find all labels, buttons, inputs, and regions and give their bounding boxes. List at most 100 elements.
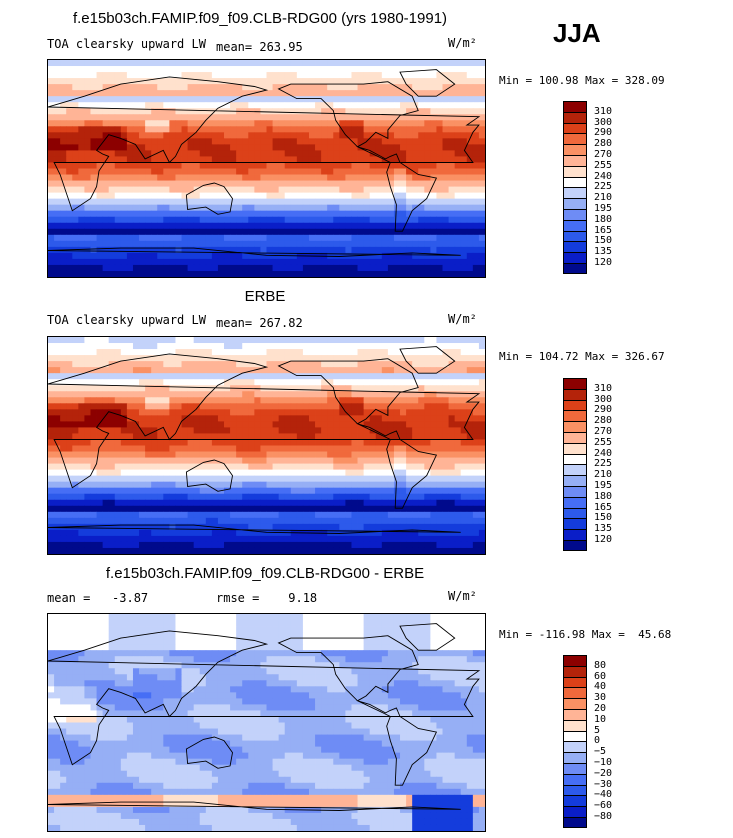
- map-cell: [248, 252, 255, 260]
- map-cell: [120, 397, 128, 404]
- map-cell: [393, 421, 401, 428]
- map-cell: [266, 505, 273, 513]
- map-cell: [48, 126, 55, 133]
- map-cell: [430, 367, 437, 374]
- map-cell: [478, 150, 485, 157]
- map-cell: [400, 96, 407, 103]
- map-cell: [199, 367, 207, 374]
- map-cell: [145, 373, 152, 380]
- map-cell: [308, 379, 316, 386]
- map-cell: [90, 385, 97, 392]
- map-cell: [393, 144, 401, 151]
- map-cell: [108, 270, 116, 277]
- map-cell: [302, 433, 310, 440]
- map-cell: [236, 391, 243, 398]
- map-cell: [302, 96, 310, 103]
- map-cell: [321, 270, 328, 277]
- map-cell: [78, 162, 85, 169]
- map-cell: [272, 517, 280, 525]
- map-cell: [102, 403, 110, 410]
- map-cell: [108, 72, 116, 79]
- map-cell: [132, 439, 140, 446]
- map-cell: [139, 367, 146, 374]
- map-cell: [187, 361, 195, 368]
- map-cell: [321, 445, 328, 452]
- map-cell: [126, 168, 134, 175]
- map-cell: [424, 66, 431, 73]
- map-cell: [120, 120, 128, 127]
- map-cell: [181, 228, 188, 236]
- map-cell: [205, 60, 213, 67]
- map-cell: [248, 337, 255, 344]
- map-cell: [90, 337, 97, 344]
- map-cell: [114, 487, 122, 495]
- map-cell: [381, 511, 389, 519]
- map-cell: [315, 397, 322, 404]
- map-cell: [157, 246, 164, 254]
- map-cell: [66, 463, 73, 471]
- map-cell: [114, 499, 122, 507]
- map-cell: [78, 433, 85, 440]
- map-cell: [181, 174, 188, 181]
- map-cell: [296, 385, 304, 392]
- map-cell: [217, 132, 225, 139]
- map-cell: [418, 120, 425, 127]
- map-cell: [169, 234, 176, 242]
- map-cell: [108, 258, 116, 266]
- map-cell: [308, 258, 316, 266]
- map-cell: [321, 210, 328, 218]
- map-cell: [412, 216, 419, 224]
- map-cell: [272, 258, 280, 266]
- map-cell: [290, 144, 298, 151]
- map-cell: [327, 228, 334, 236]
- map-cell: [387, 361, 395, 368]
- map-cell: [448, 337, 456, 344]
- map-cell: [260, 337, 267, 344]
- map-cell: [430, 132, 437, 139]
- map-cell: [60, 174, 67, 181]
- map-cell: [339, 174, 346, 181]
- map-cell: [472, 337, 480, 344]
- map-cell: [48, 198, 55, 206]
- map-cell: [54, 403, 61, 410]
- map-cell: [412, 391, 419, 398]
- map-cell: [430, 222, 437, 230]
- map-cell: [400, 355, 407, 362]
- map-cell: [351, 487, 358, 495]
- map-cell: [400, 174, 407, 181]
- map-cell: [230, 144, 237, 151]
- map-cell: [315, 84, 322, 91]
- map-cell: [193, 517, 201, 525]
- map-cell: [217, 240, 225, 248]
- map-cell: [266, 84, 273, 91]
- map-cell: [442, 102, 449, 109]
- map-cell: [175, 246, 182, 254]
- map-cell: [339, 373, 346, 380]
- map-cell: [230, 499, 237, 507]
- map-cell: [393, 355, 401, 362]
- map-cell: [224, 156, 231, 163]
- map-cell: [260, 409, 267, 416]
- map-cell: [84, 529, 91, 537]
- map-cell: [211, 138, 219, 145]
- map-cell: [102, 60, 110, 67]
- map-cell: [363, 150, 371, 157]
- map-cell: [126, 150, 134, 157]
- map-cell: [357, 258, 365, 266]
- map-cell: [78, 385, 85, 392]
- map-cell: [248, 505, 255, 513]
- map-cell: [369, 198, 377, 206]
- map-cell: [266, 126, 273, 133]
- map-cell: [151, 138, 158, 145]
- map-cell: [466, 499, 474, 507]
- map-cell: [290, 246, 298, 254]
- map-cell: [181, 409, 188, 416]
- map-cell: [224, 192, 231, 200]
- map-cell: [90, 246, 97, 254]
- map-cell: [278, 108, 286, 115]
- map-cell: [102, 367, 110, 374]
- map-cell: [230, 72, 237, 79]
- map-cell: [454, 114, 462, 121]
- map-cell: [151, 337, 158, 344]
- map-cell: [199, 258, 207, 266]
